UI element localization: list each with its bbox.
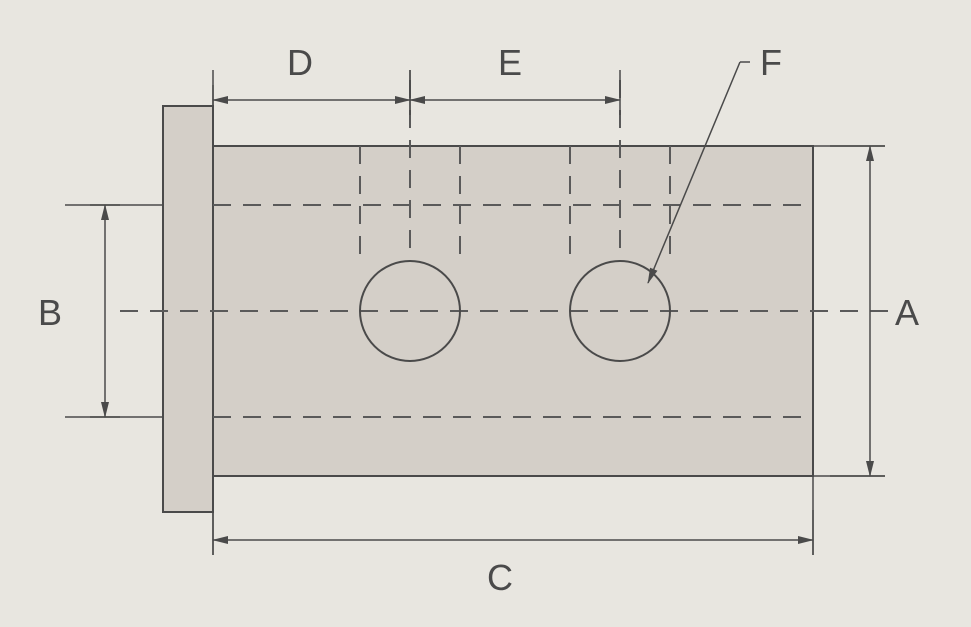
dimension-label-D: D (287, 42, 313, 83)
dimension-label-C: C (487, 557, 513, 598)
dimension-label-A: A (895, 292, 919, 333)
dimension-label-E: E (498, 42, 522, 83)
engineering-drawing: A B C D E F (0, 0, 971, 627)
part-body (163, 106, 813, 512)
part-outline (163, 106, 813, 512)
dimension-label-B: B (38, 292, 62, 333)
dimension-label-F: F (760, 42, 782, 83)
